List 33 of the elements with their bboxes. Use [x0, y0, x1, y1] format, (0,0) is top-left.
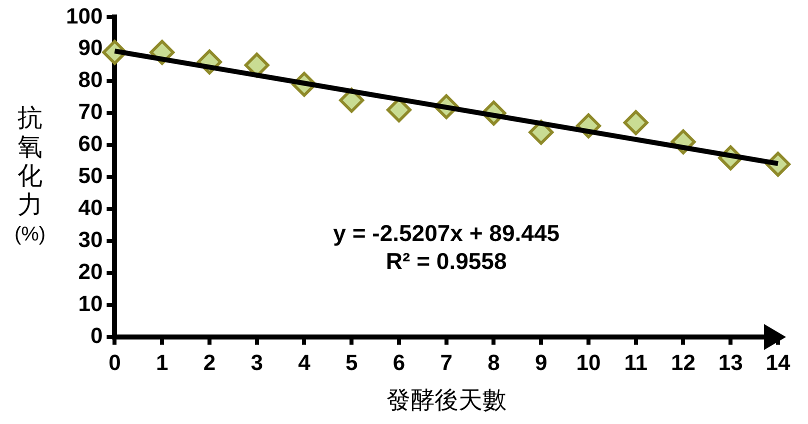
x-tick-label: 2: [203, 350, 216, 376]
x-axis-title: 發酵後天數: [386, 387, 506, 414]
y-tick-label: 50: [78, 163, 103, 188]
annotation: y = -2.5207x + 89.445: [333, 220, 560, 246]
y-tick-label: 0: [90, 322, 103, 348]
x-tick-label: 0: [108, 350, 121, 376]
y-tick-label: 60: [78, 131, 103, 156]
x-tick-label: 14: [766, 350, 791, 376]
y-tick-label: 40: [78, 195, 103, 220]
y-tick-label: 100: [66, 3, 103, 28]
x-tick-label: 13: [718, 350, 743, 376]
y-tick-label: 80: [78, 67, 103, 92]
x-tick-label: 6: [392, 350, 406, 376]
x-tick-label: 1: [156, 350, 168, 376]
y-tick-label: 20: [78, 258, 103, 284]
x-tick-label: 4: [298, 350, 312, 376]
x-tick-label: 3: [250, 350, 263, 376]
x-tick-label: 5: [345, 350, 358, 376]
point: [623, 110, 648, 136]
point: [339, 88, 364, 113]
x-tick-label: 11: [624, 350, 648, 376]
point: [244, 52, 270, 78]
x-tick-label: 7: [440, 350, 452, 376]
y-tick-label: 90: [78, 35, 103, 60]
y-tick-label: 70: [78, 99, 103, 124]
x-tick-label: 12: [671, 350, 696, 376]
x-tick-label: 8: [488, 350, 500, 376]
y-tick-label: 10: [78, 290, 103, 316]
y-tick-label: 30: [78, 226, 103, 252]
y-axis-title: 抗氧化力(%): [14, 104, 46, 246]
x-tick-label: 10: [576, 350, 601, 376]
annotation: R² = 0.9558: [386, 248, 507, 274]
x-tick-label: 9: [534, 350, 548, 376]
